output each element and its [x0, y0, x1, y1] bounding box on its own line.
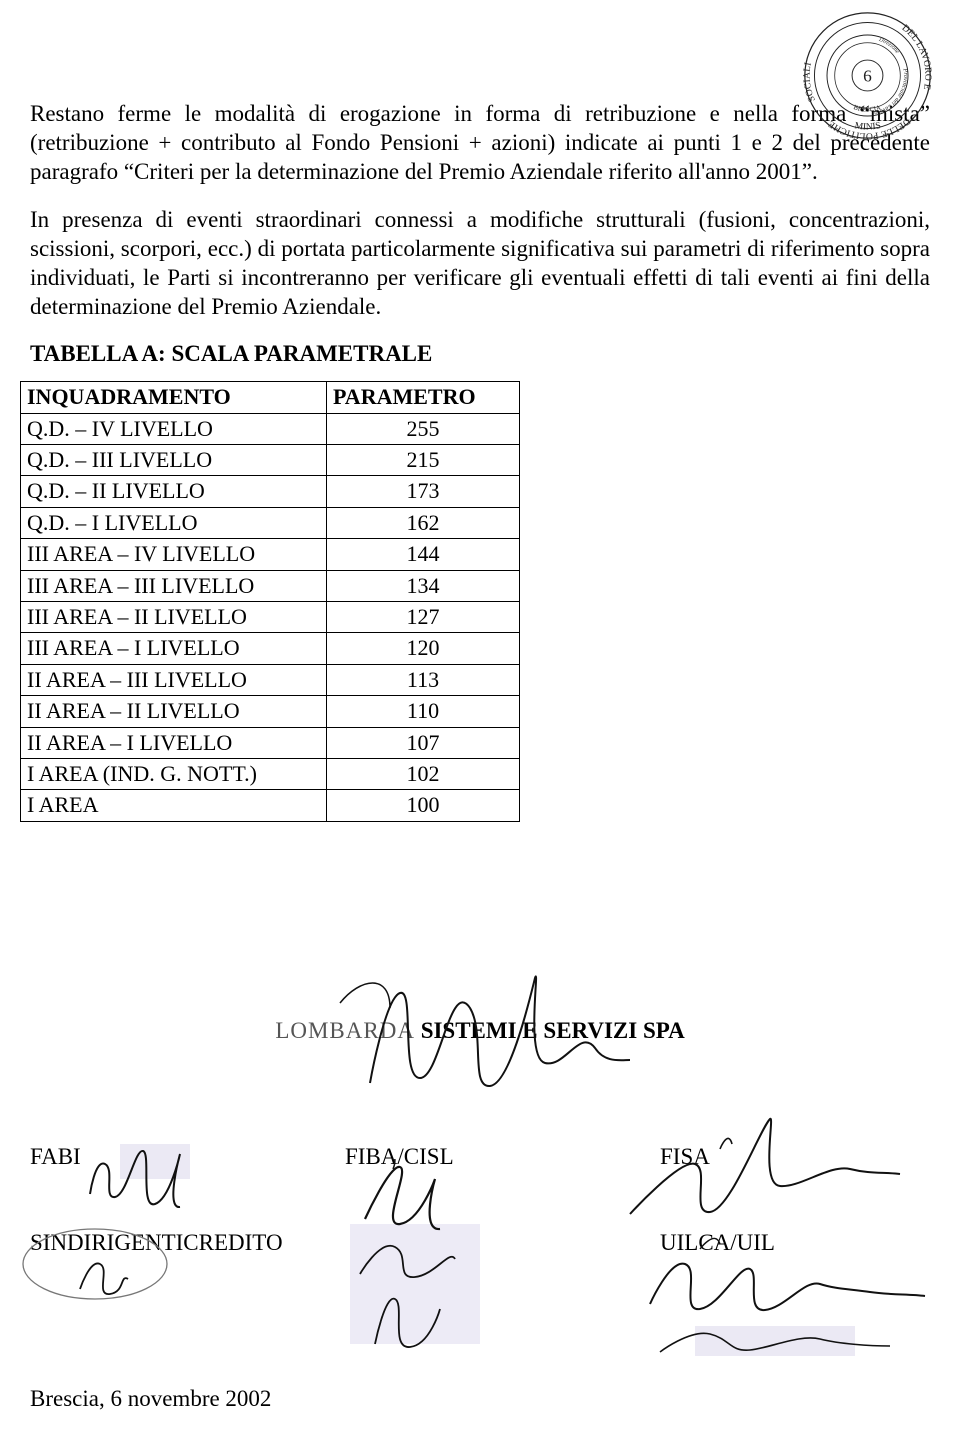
cell-parametro: 113: [327, 664, 520, 695]
company-signature-line: LOMBARDA SISTEMI E SERVIZI SPA: [30, 1018, 930, 1044]
cell-parametro: 173: [327, 476, 520, 507]
table-header-row: INQUADRAMENTO PARAMETRO: [21, 382, 520, 413]
cell-inquadramento: Q.D. – II LIVELLO: [21, 476, 327, 507]
signature-block: LOMBARDA SISTEMI E SERVIZI SPA FABI SIND…: [30, 1018, 930, 1412]
cell-inquadramento: II AREA – I LIVELLO: [21, 727, 327, 758]
cell-parametro: 102: [327, 758, 520, 789]
table-row: III AREA – III LIVELLO134: [21, 570, 520, 601]
scala-table: INQUADRAMENTO PARAMETRO Q.D. – IV LIVELL…: [20, 381, 520, 821]
col-parametro: PARAMETRO: [327, 382, 520, 413]
label-fabi: FABI: [30, 1144, 300, 1170]
fisa-signature-scribble: [620, 1114, 920, 1234]
stamp-outer-bottom: MINIS: [854, 120, 882, 133]
stamp-page-number: 6: [863, 66, 872, 85]
page-root: DEL LAVORO E DELLE POLITICHE SOCIALI MIN…: [0, 0, 960, 1442]
table-row: II AREA – III LIVELLO113: [21, 664, 520, 695]
company-name-rest: SISTEMI E SERVIZI SPA: [415, 1018, 685, 1043]
table-row: I AREA (IND. G. NOTT.)102: [21, 758, 520, 789]
cell-parametro: 255: [327, 413, 520, 444]
cell-parametro: 215: [327, 445, 520, 476]
cell-inquadramento: Q.D. – III LIVELLO: [21, 445, 327, 476]
table-row: III AREA – IV LIVELLO144: [21, 539, 520, 570]
place-and-date: Brescia, 6 novembre 2002: [30, 1386, 930, 1412]
table-row: Q.D. – II LIVELLO173: [21, 476, 520, 507]
cell-parametro: 134: [327, 570, 520, 601]
cell-inquadramento: III AREA – II LIVELLO: [21, 601, 327, 632]
col-inquadramento: INQUADRAMENTO: [21, 382, 327, 413]
paragraph-1: Restano ferme le modalità di erogazione …: [30, 100, 930, 186]
svg-text:BRESCIA: BRESCIA: [852, 104, 881, 114]
stamp-inner-small: Direzione: [877, 36, 900, 55]
fiba-signature-scribble: [345, 1159, 515, 1359]
cell-parametro: 120: [327, 633, 520, 664]
signature-col-3: FISA UILCA/UIL: [660, 1144, 930, 1316]
cell-parametro: 107: [327, 727, 520, 758]
cell-inquadramento: Q.D. – I LIVELLO: [21, 507, 327, 538]
label-sindirigenticredito: SINDIRIGENTICREDITO: [30, 1230, 300, 1256]
cell-inquadramento: III AREA – III LIVELLO: [21, 570, 327, 601]
label-fisa: FISA: [660, 1144, 930, 1170]
paragraph-2: In presenza di eventi straordinari conne…: [30, 206, 930, 321]
cell-parametro: 110: [327, 696, 520, 727]
company-name-faint: LOMBARDA: [275, 1018, 415, 1043]
signature-col-1: FABI SINDIRIGENTICREDITO: [30, 1144, 300, 1316]
cell-inquadramento: I AREA: [21, 790, 327, 821]
cell-inquadramento: II AREA – III LIVELLO: [21, 664, 327, 695]
cell-parametro: 100: [327, 790, 520, 821]
cell-inquadramento: Q.D. – IV LIVELLO: [21, 413, 327, 444]
svg-text:Direzione: Direzione: [877, 36, 900, 55]
table-row: II AREA – II LIVELLO110: [21, 696, 520, 727]
label-uilca-uil: UILCA/UIL: [660, 1230, 930, 1256]
cell-parametro: 127: [327, 601, 520, 632]
table-row: II AREA – I LIVELLO107: [21, 727, 520, 758]
cell-parametro: 144: [327, 539, 520, 570]
cell-inquadramento: III AREA – IV LIVELLO: [21, 539, 327, 570]
cell-parametro: 162: [327, 507, 520, 538]
table-row: Q.D. – I LIVELLO162: [21, 507, 520, 538]
label-fiba-cisl: FIBA/CISL: [345, 1144, 615, 1170]
table-row: Q.D. – III LIVELLO215: [21, 445, 520, 476]
table-row: Q.D. – IV LIVELLO255: [21, 413, 520, 444]
stamp-svg: DEL LAVORO E DELLE POLITICHE SOCIALI MIN…: [800, 8, 935, 143]
cell-inquadramento: I AREA (IND. G. NOTT.): [21, 758, 327, 789]
table-row: I AREA100: [21, 790, 520, 821]
stamp-inner-bottom: BRESCIA: [852, 104, 881, 114]
table-title: TABELLA A: SCALA PARAMETRALE: [30, 341, 930, 367]
cell-inquadramento: III AREA – I LIVELLO: [21, 633, 327, 664]
table-row: III AREA – II LIVELLO127: [21, 601, 520, 632]
table-row: III AREA – I LIVELLO120: [21, 633, 520, 664]
signature-col-2: FIBA/CISL: [345, 1144, 615, 1316]
signature-columns: FABI SINDIRIGENTICREDITO FIBA/CISL: [30, 1144, 930, 1316]
cell-inquadramento: II AREA – II LIVELLO: [21, 696, 327, 727]
ministry-stamp: DEL LAVORO E DELLE POLITICHE SOCIALI MIN…: [800, 8, 935, 143]
svg-text:MINIS: MINIS: [854, 120, 882, 133]
